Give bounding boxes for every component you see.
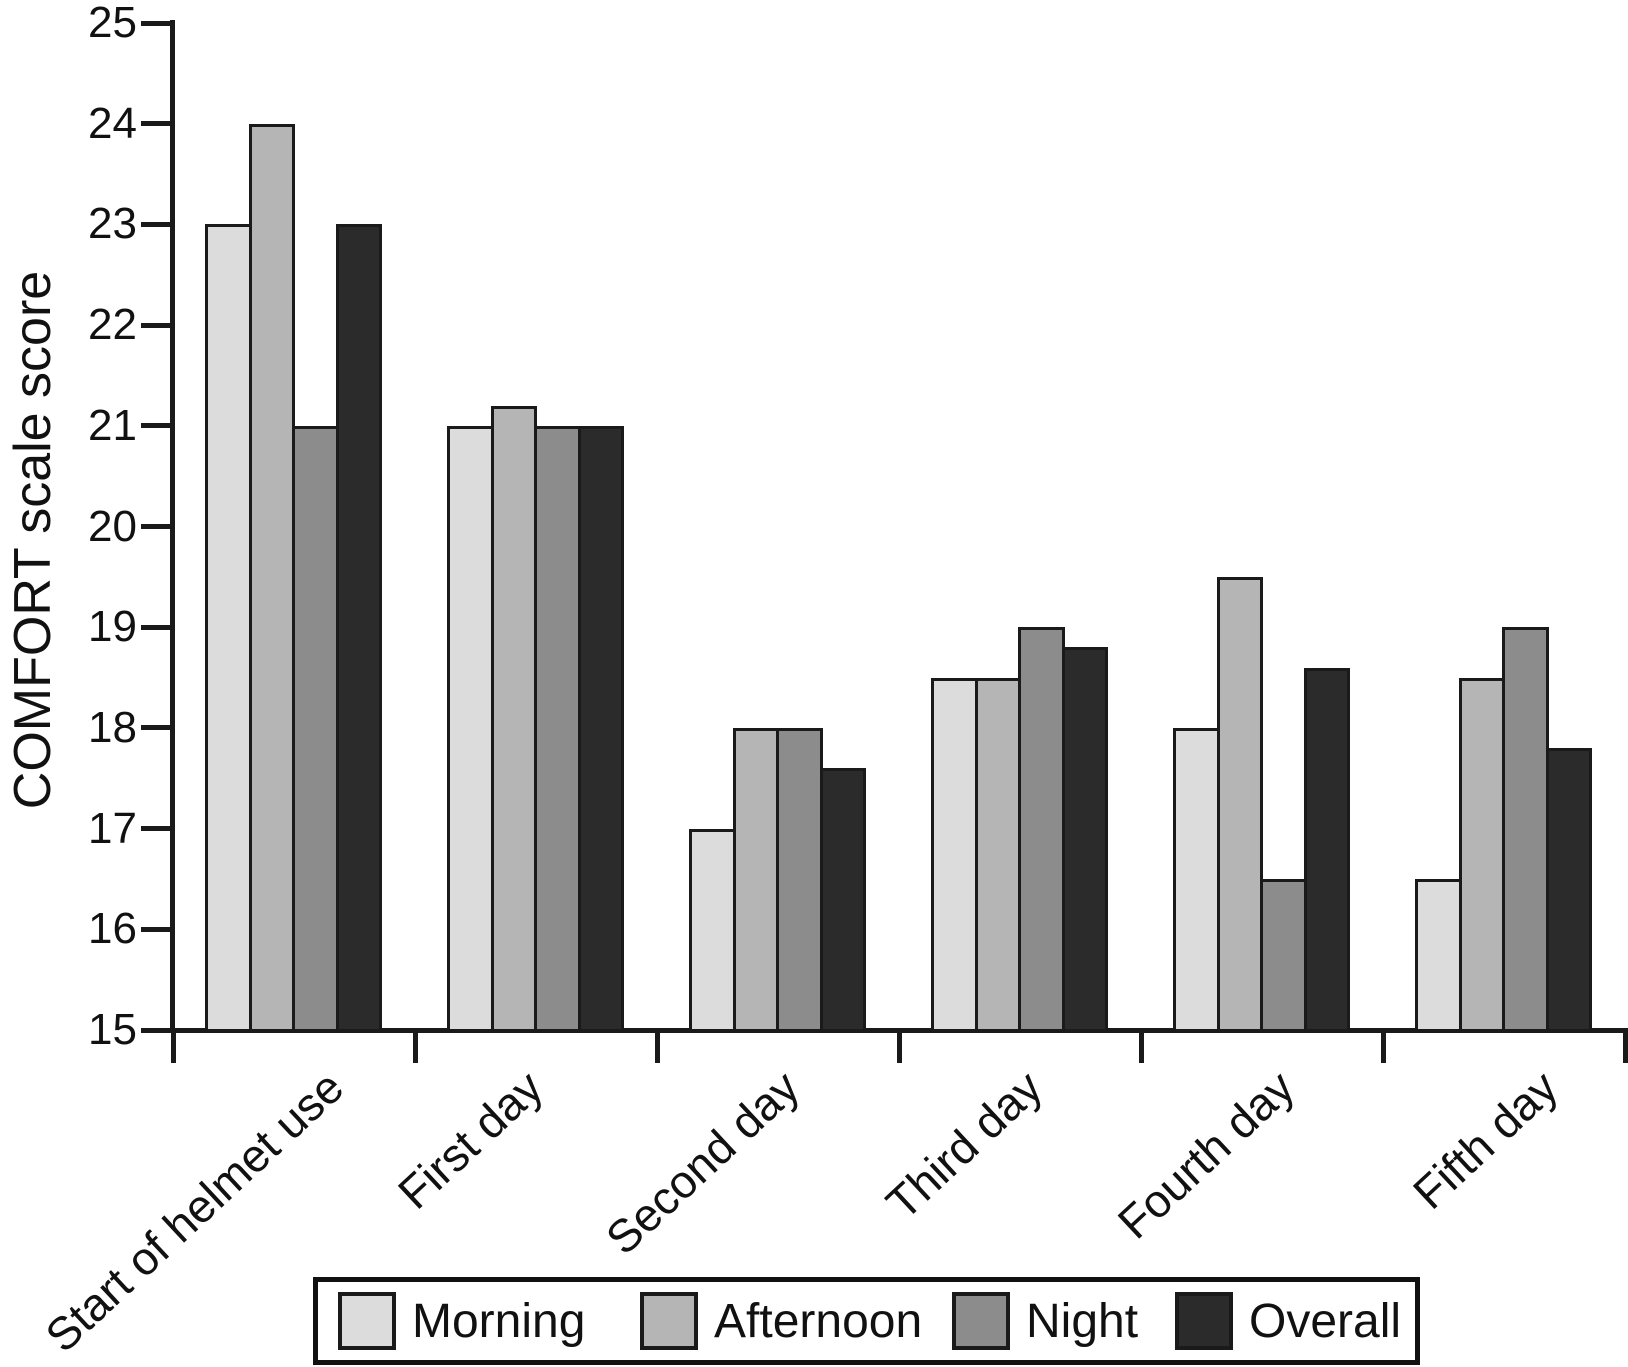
- bar-night: [776, 727, 823, 1032]
- x-category-label: Second day: [595, 1060, 810, 1265]
- legend-item-overall: Overall: [1175, 1292, 1401, 1350]
- bar-overall: [1545, 748, 1592, 1032]
- bar-afternoon: [248, 123, 295, 1032]
- y-tick-label: 15: [88, 1005, 137, 1054]
- bar-night: [534, 425, 581, 1032]
- y-tick-mark: [141, 221, 173, 227]
- bar-morning: [447, 425, 494, 1032]
- y-tick-mark: [141, 826, 173, 832]
- legend-item-night: Night: [952, 1292, 1138, 1350]
- legend-item-afternoon: Afternoon: [640, 1292, 922, 1350]
- x-category-label: Start of helmet use: [35, 1060, 354, 1362]
- bar-night: [1018, 627, 1065, 1032]
- x-tick-mark: [896, 1030, 902, 1063]
- bar-overall: [819, 768, 866, 1032]
- legend-label: Morning: [412, 1294, 586, 1348]
- y-tick-label: 21: [88, 400, 137, 450]
- legend-label: Overall: [1249, 1294, 1402, 1348]
- bar-morning: [1173, 727, 1220, 1032]
- y-tick-label: 18: [88, 702, 137, 752]
- bar-overall: [1061, 647, 1108, 1032]
- y-tick-mark: [141, 1027, 173, 1033]
- x-category-label: Fifth day: [1402, 1060, 1568, 1219]
- y-tick-label: 16: [88, 904, 137, 954]
- y-tick-label: 17: [88, 803, 137, 853]
- bar-morning: [931, 677, 978, 1032]
- legend-swatch-morning: [338, 1292, 396, 1350]
- legend-swatch-night: [952, 1292, 1010, 1350]
- x-tick-mark: [412, 1030, 418, 1063]
- legend-swatch-afternoon: [640, 1292, 698, 1350]
- bar-morning: [205, 224, 252, 1032]
- bar-overall: [335, 224, 382, 1032]
- bar-morning: [1415, 879, 1462, 1032]
- bar-night: [1502, 627, 1549, 1032]
- legend-label: Afternoon: [714, 1294, 923, 1348]
- y-tick-mark: [141, 725, 173, 731]
- x-tick-mark: [654, 1030, 660, 1063]
- x-tick-mark: [170, 1030, 176, 1063]
- bar-overall: [1303, 667, 1350, 1032]
- x-tick-mark: [1138, 1030, 1144, 1063]
- bar-night: [292, 425, 339, 1032]
- y-tick-mark: [141, 423, 173, 429]
- bar-afternoon: [732, 727, 779, 1032]
- y-tick-mark: [141, 121, 173, 127]
- x-tick-mark: [1622, 1030, 1628, 1063]
- legend-swatch-overall: [1175, 1292, 1233, 1350]
- bar-afternoon: [1216, 576, 1263, 1032]
- bar-afternoon: [490, 405, 537, 1032]
- legend-label: Night: [1026, 1294, 1139, 1348]
- x-category-label: First day: [387, 1060, 553, 1219]
- x-category-label: Fourth day: [1107, 1060, 1305, 1249]
- x-category-label: Third day: [876, 1060, 1053, 1230]
- y-tick-mark: [141, 20, 173, 26]
- legend: Morning Afternoon Night Overall: [313, 1277, 1420, 1365]
- y-tick-mark: [141, 322, 173, 328]
- y-tick-mark: [141, 524, 173, 529]
- x-tick-mark: [1380, 1030, 1386, 1063]
- y-tick-label: 20: [88, 501, 137, 551]
- bar-afternoon: [974, 677, 1021, 1032]
- y-tick-label: 25: [88, 0, 137, 47]
- bar-morning: [689, 828, 736, 1032]
- y-tick-mark: [141, 624, 173, 630]
- y-tick-mark: [141, 926, 173, 932]
- y-tick-label: 19: [88, 602, 137, 652]
- legend-item-morning: Morning: [338, 1292, 585, 1350]
- bar-overall: [577, 425, 624, 1032]
- y-tick-label: 23: [88, 199, 137, 249]
- bar-afternoon: [1458, 677, 1505, 1032]
- y-tick-label: 22: [88, 300, 137, 350]
- bar-night: [1260, 879, 1307, 1032]
- y-tick-label: 24: [88, 98, 137, 148]
